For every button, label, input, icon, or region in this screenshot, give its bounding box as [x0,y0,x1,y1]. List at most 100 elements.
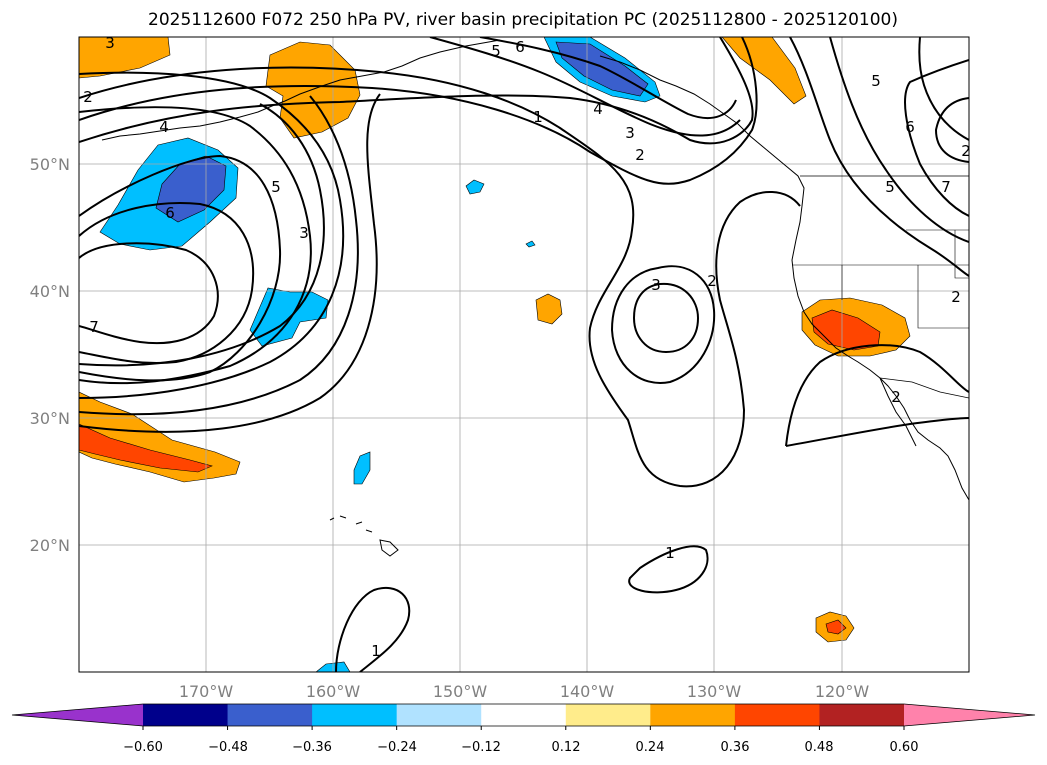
lat-tick-labels: 20°N 30°N 40°N 50°N [30,155,70,555]
lon-tick-label: 150°W [433,682,488,701]
precip-positive-area [721,37,807,105]
contour-label: 2 [961,142,971,160]
colorbar-segment [734,704,820,726]
pv-contour [610,265,716,384]
us-mexico-border [879,377,969,399]
lon-tick-label: 120°W [815,682,870,701]
contour-label: 3 [299,224,309,242]
contour-label: 1 [533,108,543,126]
contour-label: 4 [593,100,603,118]
lon-tick-label: 140°W [560,682,615,701]
pv-contours [79,37,969,672]
colorbar-tick-label: 0.12 [552,740,581,755]
contour-label: 3 [625,124,635,142]
precip-positive-area [535,293,563,325]
colorbar-tick-label: −0.24 [377,740,417,755]
colorbar-segment [565,704,651,726]
lat-tick-label: 50°N [30,155,70,174]
pv-contour [79,93,381,433]
precip-negative-area [465,179,485,195]
pv-contour [904,59,969,217]
colorbar-segment [227,704,313,726]
gridlines [79,37,969,672]
pv-contour [789,37,969,277]
colorbar-segment [312,704,398,726]
colorbar-segment [481,704,567,726]
contour-label: 2 [83,88,93,106]
us-state-borders [792,229,969,329]
contour-label: 5 [491,42,501,60]
pv-contour [479,37,737,119]
lon-tick-label: 130°W [687,682,742,701]
lon-tick-label: 160°W [306,682,361,701]
precip-strong-positive-area [79,423,213,473]
colorbar-segment [650,704,736,726]
pv-contour [79,242,219,345]
contour-label: 2 [707,272,717,290]
map-background [79,37,969,672]
colorbar-tick-label: 0.24 [636,740,665,755]
contour-label: 1 [371,642,381,660]
contour-label: 3 [105,34,115,52]
contour-label: 7 [89,318,99,336]
pv-contour [79,37,754,145]
pv-contour [628,545,709,594]
pv-contour [79,106,312,385]
contour-labels: 3 2 4 6 5 3 7 5 6 4 3 2 1 5 6 2 7 5 3 2 [83,34,971,660]
pv-contour [79,66,801,488]
colorbar-tick-label: −0.48 [208,740,248,755]
pv-contour [632,282,700,354]
contour-label: 3 [651,276,661,294]
colorbar-extend-max [904,704,1035,726]
colorbar-segment [396,704,482,726]
contour-label: 6 [515,38,525,56]
contour-label: 2 [951,288,961,306]
lon-tick-label: 170°W [179,682,234,701]
precip-negative-area [525,240,536,248]
pv-contour [79,95,359,416]
colorbar-tick-label: 0.36 [721,740,750,755]
pv-contour [335,587,411,672]
pv-contour [79,103,325,367]
contour-label: 5 [871,72,881,90]
pv-contour [829,37,969,243]
map-frame [78,36,970,673]
lat-tick-label: 20°N [30,536,70,555]
pv-contour [785,344,969,447]
contour-label: 5 [885,178,895,196]
figure-title: 2025112600 F072 250 hPa PV, river basin … [148,10,898,30]
pv-contour [934,97,969,163]
pv-contour [79,37,758,185]
aleutian-islands [101,100,286,141]
hawaiian-islands [329,515,399,557]
contour-label: 2 [891,388,901,406]
colorbar-tick-label: −0.36 [292,740,332,755]
contour-label: 7 [941,178,951,196]
north-america-coastline [599,55,969,501]
colorbar-tick-labels: −0.60 −0.48 −0.36 −0.24 −0.12 0.12 0.24 … [123,740,918,755]
lon-tick-labels: 170°W 160°W 150°W 140°W 130°W 120°W [179,682,870,701]
colorbar-tick-label: −0.60 [123,740,163,755]
colorbar-tick-label: −0.12 [461,740,501,755]
contour-label: 6 [905,118,915,136]
pv-contour [918,37,969,141]
contour-label: 4 [159,118,169,136]
colorbar-tick-label: 0.60 [890,740,919,755]
colorbar-extend-min [12,704,143,726]
contour-label: 2 [635,146,645,164]
colorbar-tick-label: 0.48 [805,740,834,755]
pv-contour [429,37,741,137]
map-panel: 3 2 4 6 5 3 7 5 6 4 3 2 1 5 6 2 7 5 3 2 [78,34,971,673]
lat-tick-label: 30°N [30,409,70,428]
contour-label: 1 [665,544,675,562]
lat-tick-label: 40°N [30,282,70,301]
precip-positive-area [79,37,171,79]
pv-contour [785,417,969,447]
contour-label: 5 [271,178,281,196]
colorbar [11,703,1036,730]
precip-negative-area [353,451,371,485]
precip-strong-negative-area [555,41,649,97]
colorbar-segment [143,704,229,726]
contour-label: 6 [165,204,175,222]
